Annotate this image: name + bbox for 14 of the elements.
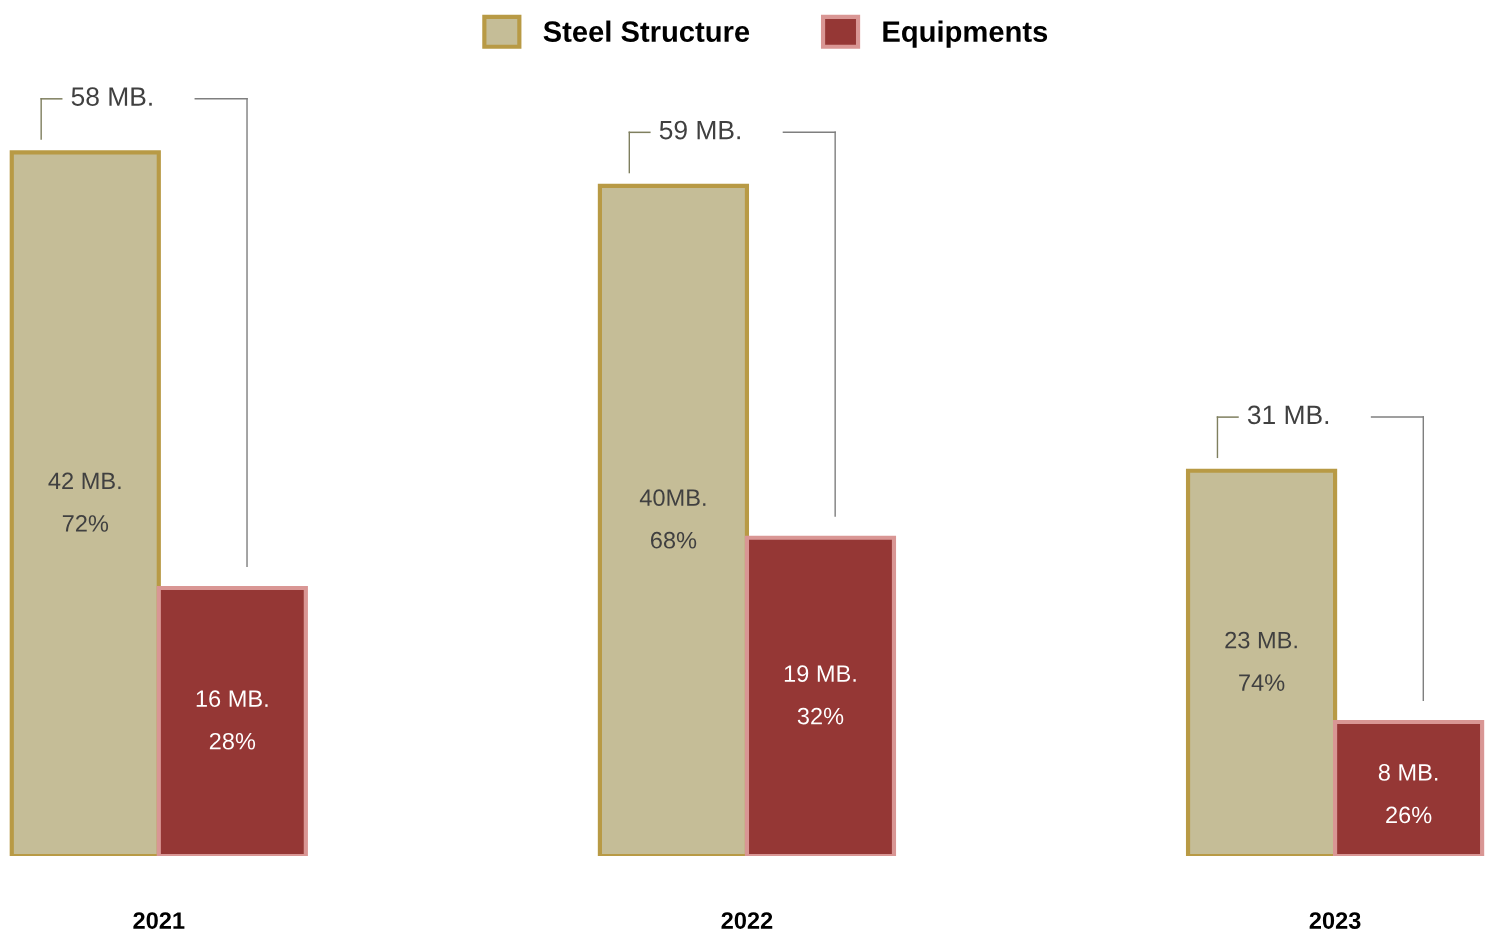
data-label: 42 MB. 72% [48, 472, 121, 532]
total-label: 31 MB. [1247, 405, 1329, 425]
data-label: 40MB. 68% [639, 489, 706, 549]
legend-label: Equipments [883, 20, 1048, 48]
x-tick-label: 2022 [721, 912, 773, 929]
x-tick-label: 2023 [1309, 912, 1361, 929]
data-label: 8 MB. 26% [1378, 764, 1438, 824]
data-label: 19 MB. 32% [784, 665, 856, 725]
data-label: 23 MB. 74% [1225, 631, 1297, 691]
x-tick-label: 2021 [133, 912, 185, 929]
total-label: 58 MB. [71, 87, 152, 106]
data-label: 16 MB. 28% [196, 690, 268, 750]
legend-label: Steel Structure [543, 20, 750, 42]
total-label: 59 MB. [659, 120, 740, 140]
